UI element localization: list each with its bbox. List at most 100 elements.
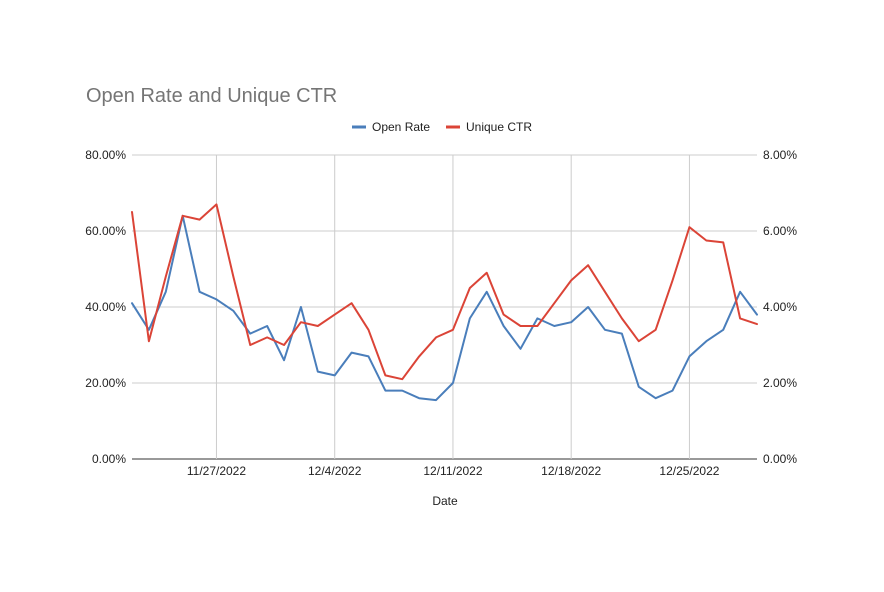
data-point-unique-ctr[interactable] <box>686 224 692 230</box>
data-point-open-rate[interactable] <box>619 331 625 337</box>
data-point-unique-ctr[interactable] <box>568 277 574 283</box>
data-point-open-rate[interactable] <box>264 323 270 329</box>
y-left-tick-label: 0.00% <box>92 452 126 466</box>
data-point-unique-ctr[interactable] <box>281 342 287 348</box>
y-left-tick-label: 20.00% <box>85 376 126 390</box>
data-point-unique-ctr[interactable] <box>501 312 507 318</box>
data-point-unique-ctr[interactable] <box>534 323 540 329</box>
data-point-open-rate[interactable] <box>670 388 676 394</box>
data-point-open-rate[interactable] <box>230 308 236 314</box>
data-point-open-rate[interactable] <box>332 372 338 378</box>
data-point-unique-ctr[interactable] <box>180 213 186 219</box>
data-point-unique-ctr[interactable] <box>349 300 355 306</box>
data-point-open-rate[interactable] <box>349 350 355 356</box>
data-point-open-rate[interactable] <box>653 395 659 401</box>
data-point-open-rate[interactable] <box>213 296 219 302</box>
legend: Open Rate Unique CTR <box>352 120 532 134</box>
data-point-unique-ctr[interactable] <box>365 327 371 333</box>
data-point-unique-ctr[interactable] <box>467 285 473 291</box>
data-point-unique-ctr[interactable] <box>636 338 642 344</box>
y-right-tick-label: 8.00% <box>763 148 797 162</box>
legend-label-unique-ctr: Unique CTR <box>466 120 532 134</box>
data-point-open-rate[interactable] <box>365 353 371 359</box>
x-axis-title: Date <box>432 494 458 508</box>
data-point-unique-ctr[interactable] <box>585 262 591 268</box>
data-point-unique-ctr[interactable] <box>433 334 439 340</box>
y-right-tick-label: 2.00% <box>763 376 797 390</box>
data-point-open-rate[interactable] <box>163 289 169 295</box>
series-layer <box>129 201 760 403</box>
y-right-tick-label: 6.00% <box>763 224 797 238</box>
chart-title: Open Rate and Unique CTR <box>86 85 337 107</box>
data-point-unique-ctr[interactable] <box>315 323 321 329</box>
data-point-open-rate[interactable] <box>484 289 490 295</box>
legend-label-open-rate: Open Rate <box>372 120 430 134</box>
data-point-open-rate[interactable] <box>281 357 287 363</box>
data-point-open-rate[interactable] <box>754 312 760 318</box>
data-point-unique-ctr[interactable] <box>551 300 557 306</box>
data-point-unique-ctr[interactable] <box>484 270 490 276</box>
data-point-unique-ctr[interactable] <box>399 376 405 382</box>
horizontal-gridlines <box>132 154 757 460</box>
data-point-unique-ctr[interactable] <box>332 312 338 318</box>
data-point-open-rate[interactable] <box>450 380 456 386</box>
data-point-unique-ctr[interactable] <box>737 315 743 321</box>
data-point-unique-ctr[interactable] <box>298 319 304 325</box>
series-line-unique-ctr[interactable] <box>131 203 758 381</box>
data-point-open-rate[interactable] <box>298 304 304 310</box>
data-point-unique-ctr[interactable] <box>754 321 760 327</box>
data-point-open-rate[interactable] <box>686 353 692 359</box>
y-left-tick-label: 80.00% <box>85 148 126 162</box>
y-left-tick-label: 40.00% <box>85 300 126 314</box>
legend-item-unique-ctr[interactable]: Unique CTR <box>446 120 532 134</box>
data-point-unique-ctr[interactable] <box>197 217 203 223</box>
data-point-unique-ctr[interactable] <box>247 342 253 348</box>
data-point-open-rate[interactable] <box>568 319 574 325</box>
y-left-tick-label: 60.00% <box>85 224 126 238</box>
y-right-tick-label: 4.00% <box>763 300 797 314</box>
data-point-unique-ctr[interactable] <box>518 323 524 329</box>
data-point-open-rate[interactable] <box>129 300 135 306</box>
data-point-unique-ctr[interactable] <box>163 274 169 280</box>
data-point-open-rate[interactable] <box>315 369 321 375</box>
data-point-unique-ctr[interactable] <box>670 277 676 283</box>
data-point-unique-ctr[interactable] <box>416 353 422 359</box>
data-point-unique-ctr[interactable] <box>450 327 456 333</box>
data-point-unique-ctr[interactable] <box>703 238 709 244</box>
data-point-open-rate[interactable] <box>501 323 507 329</box>
x-tick-label: 11/27/2022 <box>187 464 246 478</box>
data-point-open-rate[interactable] <box>399 388 405 394</box>
vertical-gridlines <box>215 155 690 459</box>
x-tick-label: 12/18/2022 <box>541 464 601 478</box>
data-point-unique-ctr[interactable] <box>602 289 608 295</box>
data-point-unique-ctr[interactable] <box>146 338 152 344</box>
data-point-open-rate[interactable] <box>602 327 608 333</box>
data-point-unique-ctr[interactable] <box>129 209 135 215</box>
data-point-open-rate[interactable] <box>703 338 709 344</box>
data-point-open-rate[interactable] <box>534 315 540 321</box>
data-point-open-rate[interactable] <box>636 384 642 390</box>
data-point-open-rate[interactable] <box>382 388 388 394</box>
data-point-unique-ctr[interactable] <box>264 334 270 340</box>
series-line-open-rate[interactable] <box>131 214 758 402</box>
data-point-unique-ctr[interactable] <box>382 372 388 378</box>
data-point-unique-ctr[interactable] <box>213 201 219 207</box>
y-right-tick-label: 0.00% <box>763 452 797 466</box>
data-point-open-rate[interactable] <box>197 289 203 295</box>
data-point-unique-ctr[interactable] <box>230 274 236 280</box>
data-point-open-rate[interactable] <box>518 346 524 352</box>
data-point-unique-ctr[interactable] <box>619 315 625 321</box>
left-axis-ticks: 0.00% 20.00% 40.00% 60.00% 80.00% <box>85 148 126 466</box>
data-point-open-rate[interactable] <box>433 397 439 403</box>
right-axis-ticks: 0.00% 2.00% 4.00% 6.00% 8.00% <box>763 148 797 466</box>
data-point-open-rate[interactable] <box>585 304 591 310</box>
data-point-open-rate[interactable] <box>467 315 473 321</box>
data-point-open-rate[interactable] <box>416 395 422 401</box>
data-point-unique-ctr[interactable] <box>653 327 659 333</box>
data-point-open-rate[interactable] <box>737 289 743 295</box>
data-point-open-rate[interactable] <box>551 323 557 329</box>
data-point-open-rate[interactable] <box>720 327 726 333</box>
legend-item-open-rate[interactable]: Open Rate <box>352 120 430 134</box>
data-point-unique-ctr[interactable] <box>720 239 726 245</box>
